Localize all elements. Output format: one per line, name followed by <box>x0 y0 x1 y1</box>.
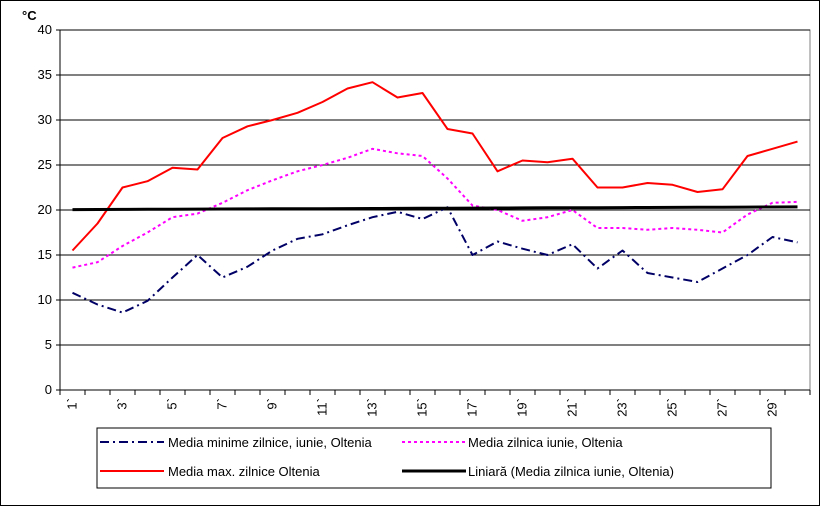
x-tick-label: 5` <box>165 398 180 410</box>
y-tick-label: 25 <box>38 157 52 172</box>
legend-label: Media zilnica iunie, Oltenia <box>468 435 623 450</box>
y-tick-label: 35 <box>38 67 52 82</box>
gridlines <box>60 29 810 346</box>
series-line <box>72 205 798 212</box>
legend-label: Liniară (Media zilnica iunie, Oltenia) <box>468 464 674 479</box>
legend-box <box>96 427 772 489</box>
x-tick-label: 17` <box>465 398 480 417</box>
x-tick-label: 15` <box>415 398 430 417</box>
y-tick-label: 40 <box>38 22 52 37</box>
x-tick-label: 7` <box>215 398 230 410</box>
x-tick-label: 3` <box>115 398 130 410</box>
legend-label: Media minime zilnice, iunie, Oltenia <box>168 435 373 450</box>
y-tick-label: 30 <box>38 112 52 127</box>
x-tick-label: 25` <box>665 398 680 417</box>
series-line <box>72 147 798 269</box>
x-tick-label: 9` <box>265 398 280 410</box>
series-lines <box>71 81 798 314</box>
x-tick-label: 29` <box>765 398 780 417</box>
x-tick-label: 11` <box>315 398 330 416</box>
y-tick-label: 20 <box>38 202 52 217</box>
y-tick-label: 0 <box>45 382 52 397</box>
legend: Media minime zilnice, iunie, Oltenia Medi… <box>96 427 772 489</box>
axes: 0 5 10 15 20 25 30 35 40 1` 3` 5` 7` 9` 11` 13` 15` 17` 19… <box>38 22 811 417</box>
x-tick-label: 21` <box>565 398 580 417</box>
x-tick-label: 23` <box>615 398 630 417</box>
x-tick-label: 19` <box>515 398 530 417</box>
x-tick-label: 27` <box>715 398 730 417</box>
x-tick-label: 1` <box>65 398 80 410</box>
y-tick-label: 15 <box>38 247 52 262</box>
y-tick-label: 5 <box>45 337 52 352</box>
x-tick-label: 13` <box>365 398 380 417</box>
series-line <box>71 81 798 252</box>
y-tick-label: 10 <box>38 292 52 307</box>
y-axis-unit-label: °C <box>22 8 37 23</box>
legend-label: Media max. zilnice Oltenia <box>168 464 320 479</box>
